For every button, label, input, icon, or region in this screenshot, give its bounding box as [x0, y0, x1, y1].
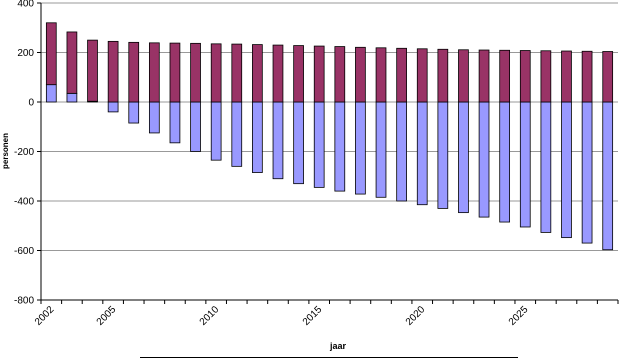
bar [437, 101, 449, 209]
y-axis-label: personen [1, 133, 10, 169]
bar [252, 44, 263, 103]
y-tick-label: 200 [17, 48, 34, 59]
bar [272, 101, 284, 180]
bar [334, 46, 346, 103]
x-tick-label: 2020 [404, 304, 428, 328]
y-tick-label: -600 [14, 246, 34, 257]
y-tick-label: -200 [14, 147, 34, 158]
bar [313, 45, 325, 103]
bar [66, 92, 78, 103]
y-tick-label: 0 [28, 98, 34, 109]
bar [478, 49, 490, 103]
bar [190, 101, 201, 152]
bar [128, 41, 140, 103]
bar [437, 48, 449, 103]
bar [252, 101, 263, 173]
bar [458, 49, 469, 103]
bar [478, 101, 490, 218]
bar [293, 45, 304, 103]
x-tick-label: 2025 [507, 304, 531, 328]
bar [66, 31, 78, 94]
bar [396, 47, 407, 103]
bar [148, 42, 160, 103]
bar [272, 44, 284, 103]
bar [107, 101, 119, 113]
bar [396, 101, 407, 202]
bar [169, 42, 181, 103]
bar [519, 101, 531, 228]
x-tick-label: 2010 [198, 304, 222, 328]
bar [355, 46, 366, 103]
bar [416, 48, 428, 103]
bar [313, 101, 325, 188]
bar [169, 101, 181, 144]
bar [602, 101, 614, 251]
bar [45, 84, 57, 103]
bar [581, 101, 593, 244]
bar [540, 50, 552, 103]
y-tick-label: 400 [17, 0, 34, 10]
bar [231, 101, 243, 167]
bar [148, 101, 160, 134]
x-axis-label: jaar [329, 341, 347, 351]
bar [107, 40, 119, 103]
bar [519, 50, 531, 103]
bar [581, 50, 593, 103]
bar [561, 50, 572, 103]
bar [602, 51, 614, 103]
bar [87, 39, 98, 102]
bar [540, 101, 552, 233]
bar [293, 101, 304, 185]
bar [334, 101, 346, 192]
bar [458, 101, 469, 214]
x-tick-label: 2015 [301, 304, 325, 328]
bar [355, 101, 366, 195]
bar [416, 101, 428, 206]
y-tick-label: -800 [14, 296, 34, 307]
bar [210, 43, 222, 103]
bar [190, 42, 201, 103]
y-tick-label: -400 [14, 197, 34, 208]
bar [561, 101, 572, 239]
x-tick-label: 2005 [95, 304, 119, 328]
bar [128, 101, 140, 124]
bar [45, 22, 57, 86]
bar [375, 101, 387, 198]
bar [375, 47, 387, 103]
bar [210, 101, 222, 161]
bar [231, 43, 243, 103]
bar [499, 49, 511, 103]
x-tick-label: 2002 [33, 304, 57, 328]
bar [499, 101, 511, 223]
